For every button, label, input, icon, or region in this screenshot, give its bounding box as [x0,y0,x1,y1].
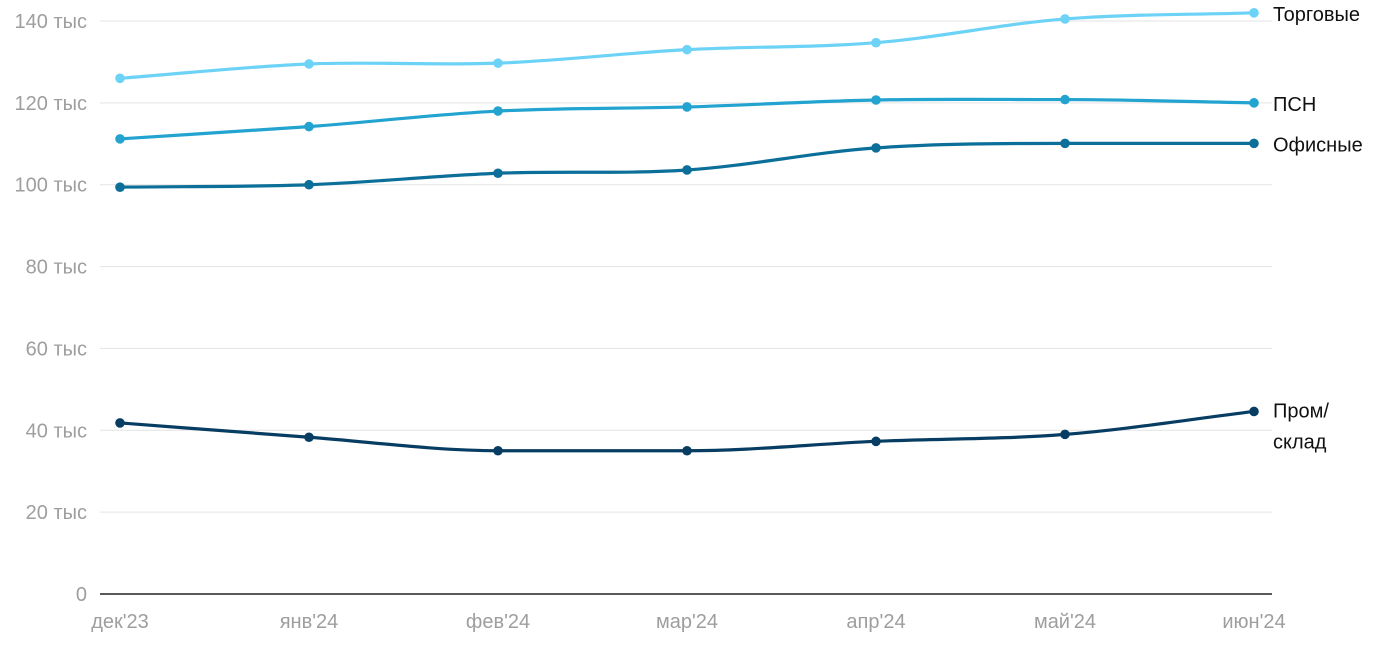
series-2-point [493,168,503,179]
series-2-point [871,143,881,153]
series-0-point [682,44,692,55]
series-0 [115,8,1259,84]
x-axis-tick-labels: дек'23 янв'24 фев'24 мар'24 апр'24 май'24 июн'… [91,611,1285,633]
series-1-point [1249,98,1259,108]
y-axis-tick-labels: 0 20 тыс 40 тыс 60 тыс 80 тыс 100 тыс 120 тыс 1… [15,11,87,606]
series-2-point [1249,138,1259,149]
series-1-point [682,102,692,112]
series-3-label: склад [1273,431,1327,453]
series-2-point [304,179,314,190]
series-3-point [304,432,314,443]
y-tick-label: 60 тыс [26,338,87,360]
y-tick-label: 140 тыс [15,11,87,33]
series-3-line [118,409,1256,453]
series-1 [115,94,1259,144]
x-tick-label: июн'24 [1222,611,1285,633]
series-0-point [1249,8,1259,18]
y-tick-label: 40 тыс [26,420,87,442]
series-3-label: Пром/ [1273,400,1329,422]
series-1-point [871,95,881,105]
x-tick-label: фев'24 [466,611,530,633]
series-3-point [682,445,692,456]
series-2-point [115,182,125,192]
series-0-point [871,37,881,48]
y-tick-label: 80 тыс [26,257,87,279]
x-tick-label: янв'24 [280,611,339,633]
x-tick-label: апр'24 [846,611,905,633]
series-labels: Торговые ПСН Офисные Пром/склад [1273,4,1363,454]
series-2 [115,138,1259,192]
series-1-point [304,121,314,132]
series-0-point [493,58,503,68]
series-1-label: ПСН [1273,94,1316,116]
x-tick-label: мар'24 [656,611,718,633]
series-3-point [493,445,503,456]
series-2-point [682,165,692,175]
series-3-point [871,436,881,447]
series-2-point [1060,138,1070,149]
series-0-label: Торговые [1273,4,1360,26]
x-tick-label: дек'23 [91,611,149,633]
series-3 [115,406,1259,456]
y-tick-label: 120 тыс [15,93,87,115]
series-2-label: Офисные [1273,134,1363,156]
series-0-point [304,59,314,69]
series-lines [115,8,1259,456]
series-0-point [1060,14,1070,24]
x-tick-label: май'24 [1034,611,1096,633]
series-1-point [115,134,125,144]
y-tick-label: 100 тыс [15,175,87,197]
series-3-point [115,418,125,428]
series-3-point [1249,406,1259,417]
series-3-point [1060,429,1070,440]
series-0-point [115,73,125,84]
y-tick-label: 20 тыс [26,502,87,524]
y-tick-label: 0 [76,584,87,606]
series-1-point [493,106,503,116]
series-1-point [1060,94,1070,105]
